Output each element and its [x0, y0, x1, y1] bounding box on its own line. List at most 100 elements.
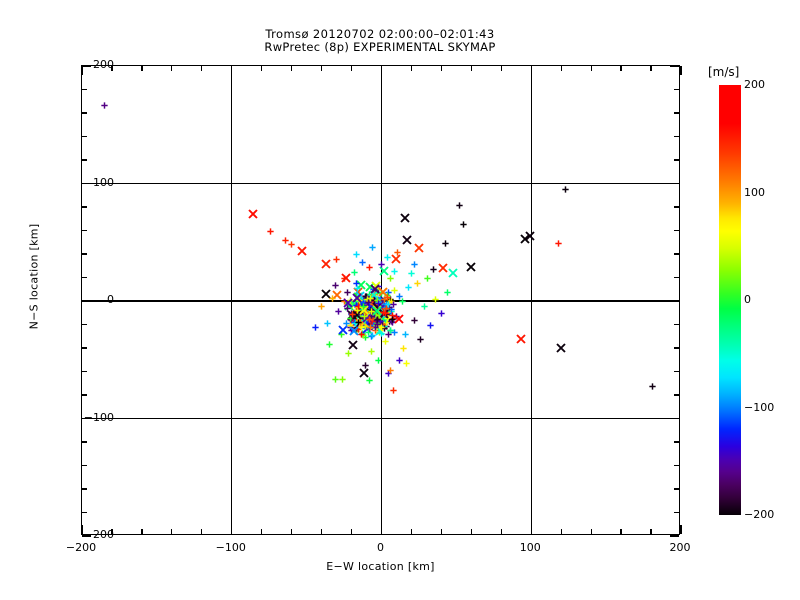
scatter-point — [353, 277, 361, 296]
colorbar-tick-label: 200 — [744, 78, 765, 91]
scatter-point — [361, 309, 369, 328]
scatter-point — [343, 293, 353, 312]
scatter-point — [348, 316, 355, 335]
scatter-point — [361, 305, 368, 324]
scatter-point — [372, 287, 379, 306]
scatter-point — [349, 304, 356, 323]
scatter-point — [367, 296, 375, 315]
colorbar-border — [719, 85, 741, 515]
scatter-point — [444, 281, 451, 300]
scatter-point — [385, 281, 393, 300]
x-axis-tick — [440, 66, 443, 71]
scatter-point — [400, 337, 408, 356]
scatter-point — [394, 309, 405, 328]
scatter-point — [367, 309, 374, 328]
scatter-point — [362, 293, 372, 312]
scatter-point — [411, 253, 418, 272]
x-axis-tick — [590, 66, 592, 71]
scatter-point — [367, 307, 374, 326]
scatter-plot-area — [82, 66, 679, 534]
scatter-point — [366, 318, 373, 337]
scatter-point — [364, 299, 371, 318]
y-axis-tick — [82, 464, 87, 467]
scatter-point — [357, 295, 368, 314]
scatter-point — [362, 315, 369, 334]
scatter-point — [355, 311, 363, 330]
scatter-point — [362, 292, 369, 311]
scatter-point — [369, 301, 377, 320]
scatter-point — [384, 246, 391, 265]
x-axis-tick — [620, 66, 622, 71]
x-axis-tick-label: 100 — [519, 541, 541, 554]
scatter-point — [364, 307, 372, 326]
scatter-point — [460, 213, 468, 232]
scatter-point — [364, 311, 371, 330]
scatter-point — [348, 302, 355, 321]
y-axis-tick — [82, 112, 87, 114]
scatter-point — [282, 229, 289, 248]
scatter-point — [351, 311, 358, 330]
scatter-point — [361, 317, 369, 336]
scatter-point — [369, 293, 376, 312]
y-axis-tick — [674, 370, 679, 373]
scatter-point — [364, 310, 371, 329]
scatter-point — [556, 338, 566, 357]
y-axis-tick — [674, 511, 679, 514]
x-axis-tick — [81, 525, 83, 534]
scatter-point — [337, 323, 345, 342]
y-axis-tick-label: −200 — [83, 528, 114, 541]
scatter-point — [349, 294, 360, 313]
scatter-point — [360, 310, 368, 329]
y-axis-tick — [674, 112, 679, 114]
scatter-point — [400, 208, 411, 227]
x-axis-tick — [530, 66, 532, 75]
scatter-point — [366, 300, 373, 319]
scatter-point — [359, 302, 367, 321]
scatter-point — [359, 300, 369, 319]
scatter-point — [353, 306, 360, 325]
scatter-point — [355, 318, 362, 337]
y-axis-tick — [674, 159, 679, 161]
scatter-point — [374, 317, 384, 336]
scatter-point — [340, 267, 348, 286]
scatter-point — [382, 305, 389, 324]
scatter-point — [383, 301, 390, 320]
scatter-point — [386, 310, 393, 329]
scatter-point — [352, 288, 362, 307]
colorbar-tick-label: 100 — [744, 185, 765, 199]
scatter-point — [382, 303, 390, 322]
scatter-point — [382, 311, 390, 330]
x-axis-tick — [440, 529, 443, 534]
x-axis-tick — [231, 66, 233, 75]
scatter-point — [364, 277, 375, 296]
x-axis-tick — [81, 66, 83, 75]
scatter-point — [356, 309, 363, 328]
scatter-point — [417, 328, 424, 347]
x-axis-tick — [291, 529, 293, 534]
y-axis-tick — [674, 206, 679, 208]
scatter-point — [371, 276, 381, 295]
x-axis-tick — [141, 66, 143, 71]
y-axis-tick — [82, 276, 87, 279]
colorbar-tick-label: −200 — [744, 508, 775, 521]
y-axis-tick — [82, 323, 87, 326]
scatter-point — [385, 323, 393, 342]
scatter-point — [356, 299, 364, 318]
x-axis-title: E−W location [km] — [326, 560, 435, 573]
scatter-point — [364, 296, 372, 315]
x-axis-tick — [261, 66, 263, 71]
scatter-point — [405, 276, 412, 295]
scatter-point — [349, 294, 356, 313]
y-axis-tick — [674, 441, 679, 443]
scatter-point — [363, 288, 370, 307]
scatter-point — [362, 301, 370, 320]
scatter-point — [350, 305, 358, 324]
y-axis-tick — [674, 135, 679, 138]
y-axis-tick-label: −100 — [83, 410, 114, 424]
scatter-point — [396, 349, 403, 368]
scatter-point — [359, 313, 369, 332]
scatter-point — [382, 302, 389, 321]
scatter-point — [362, 308, 370, 327]
y-axis-tick — [674, 88, 679, 91]
scatter-point — [353, 293, 360, 312]
